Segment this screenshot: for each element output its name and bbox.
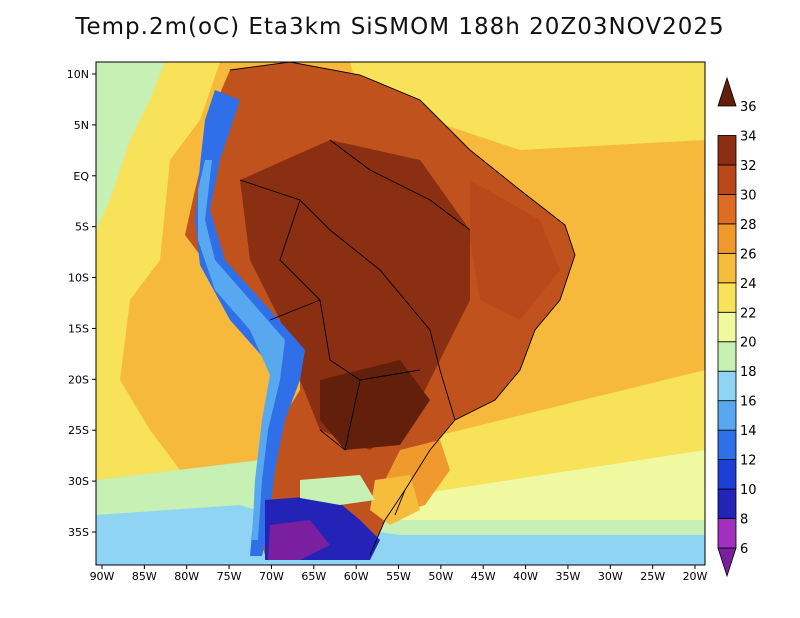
- lon-tick-label: 50W: [428, 570, 453, 583]
- pampas-cool-area: [300, 475, 375, 505]
- lat-tick-label: 5S: [75, 221, 89, 234]
- colorbar-label: 30: [740, 188, 757, 203]
- lon-tick-label: 45W: [471, 570, 496, 583]
- latitude-axis: 10N 5N EQ 5S 10S 15S 20S 25S 30S 35S: [67, 68, 96, 539]
- map-frame: [95, 61, 706, 566]
- colorbar-label: 8: [740, 513, 748, 528]
- colorbar-label: 24: [740, 277, 757, 292]
- ocean-pacific-cool: [96, 62, 165, 230]
- lon-tick-label: 30W: [598, 570, 623, 583]
- lon-tick-label: 90W: [90, 570, 115, 583]
- map-title: Temp.2m(oC) Eta3km SiSMOM 188h 20Z03NOV2…: [75, 14, 725, 40]
- ocean-south-atlantic-cool: [380, 450, 705, 540]
- colorbar-segment: [717, 135, 737, 166]
- colorbar-label: 28: [740, 218, 757, 233]
- colorbar-segment: [717, 459, 737, 490]
- colorbar-segment: [717, 400, 737, 431]
- ocean-pacific-mid: [96, 62, 220, 480]
- colorbar: 6 8 10 12 14 16 18 20 22 24 26 28 30 32 34 36: [717, 76, 757, 578]
- colorbar-label: 22: [740, 306, 757, 321]
- colorbar-label: 10: [740, 483, 757, 498]
- chaco-hottest-area: [320, 360, 430, 450]
- uruguay-area: [370, 475, 420, 525]
- colorbar-label: 32: [740, 159, 757, 174]
- patagonia-coldest-area: [268, 520, 330, 560]
- andes-inner-strip: [198, 160, 285, 540]
- ocean-atlantic-north: [350, 62, 705, 150]
- colorbar-label: 16: [740, 395, 757, 410]
- lon-tick-label: 70W: [259, 570, 284, 583]
- lon-tick-label: 40W: [513, 570, 538, 583]
- lon-tick-label: 85W: [132, 570, 157, 583]
- lon-tick-label: 80W: [174, 570, 199, 583]
- colorbar-segment: [717, 282, 737, 313]
- colorbar-segment: [717, 164, 737, 195]
- colorbar-segment: [717, 429, 737, 460]
- colorbar-label: 34: [740, 129, 757, 144]
- temperature-field: [96, 62, 705, 565]
- longitude-axis: 90W 85W 80W 75W 70W 65W 60W 55W 50W 45W 40W 35W 30W 2…: [90, 565, 708, 583]
- lon-tick-label: 60W: [344, 570, 369, 583]
- colorbar-label: 36: [740, 100, 757, 115]
- colorbar-segment: [717, 341, 737, 372]
- lat-tick-label: EQ: [73, 170, 89, 183]
- colorbar-label: 18: [740, 365, 757, 380]
- lat-tick-label: 20S: [68, 373, 89, 386]
- lon-tick-label: 55W: [386, 570, 411, 583]
- colorbar-label: 6: [740, 542, 748, 557]
- colorbar-label: 12: [740, 454, 757, 469]
- colorbar-segment: [717, 311, 737, 343]
- lat-tick-label: 30S: [68, 475, 89, 488]
- lat-tick-label: 35S: [68, 526, 89, 539]
- lat-tick-label: 5N: [74, 119, 89, 132]
- northeast-brazil-area: [470, 180, 560, 320]
- colorbar-segment: [717, 193, 737, 225]
- lon-tick-label: 75W: [217, 570, 242, 583]
- lon-tick-label: 25W: [640, 570, 665, 583]
- colorbar-segment: [717, 370, 737, 402]
- colorbar-label: 26: [740, 247, 757, 262]
- colorbar-segment: [717, 518, 737, 549]
- colorbar-high-arrow: [717, 76, 737, 107]
- colorbar-segment: [717, 252, 737, 284]
- colorbar-segment: [717, 488, 737, 519]
- colorbar-label: 14: [740, 424, 757, 439]
- ocean-south-atlantic-mid: [400, 370, 705, 520]
- lat-tick-label: 25S: [68, 424, 89, 437]
- lat-tick-label: 10N: [67, 68, 89, 81]
- colorbar-low-arrow: [717, 547, 737, 578]
- lat-tick-label: 10S: [68, 272, 89, 285]
- lon-tick-label: 20W: [683, 570, 708, 583]
- lon-tick-label: 35W: [555, 570, 580, 583]
- ocean-south-cold: [96, 505, 705, 565]
- colorbar-segment: [717, 223, 737, 254]
- lon-tick-label: 65W: [301, 570, 326, 583]
- country-borders: [229, 62, 576, 556]
- colorbar-label: 20: [740, 336, 757, 351]
- lat-tick-label: 15S: [68, 322, 89, 335]
